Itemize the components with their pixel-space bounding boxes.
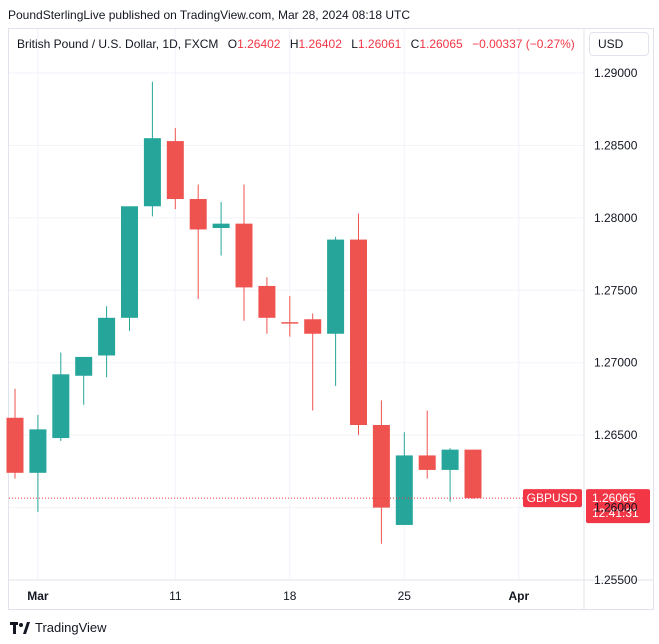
legend-high-key: H — [289, 37, 299, 51]
axis-lines — [9, 29, 653, 609]
candle-body — [166, 141, 184, 200]
candle-body — [327, 239, 345, 334]
candle — [52, 352, 70, 441]
candle — [327, 236, 345, 386]
chart-frame — [8, 28, 654, 610]
symbol-label: GBPUSD — [527, 491, 578, 505]
candle-body — [75, 356, 93, 376]
last-price-label: 1.26065 — [592, 491, 636, 505]
legend-close-value: 1.26065 — [419, 37, 463, 51]
candle-body — [143, 138, 161, 207]
candle — [212, 201, 230, 256]
grid-lines — [9, 29, 584, 581]
candle — [395, 432, 413, 525]
candle-body — [304, 319, 322, 334]
y-tick-label: 1.26000 — [594, 501, 638, 515]
candle — [281, 296, 299, 337]
candle-body — [418, 455, 436, 470]
x-tick-label: 18 — [283, 589, 297, 603]
candle-body — [372, 425, 390, 508]
attribution-text: PoundSterlingLive published on TradingVi… — [8, 8, 411, 22]
candle — [121, 206, 138, 331]
x-axis-ticks: Mar 11 18 25 Apr — [27, 589, 529, 603]
candle-body — [350, 239, 367, 426]
candle — [441, 448, 459, 502]
countdown-label: 12:41:31 — [592, 506, 639, 520]
candle-body — [52, 374, 70, 439]
tradingview-logo-icon — [10, 621, 30, 634]
candle-body — [395, 455, 413, 525]
candle-body — [6, 417, 24, 473]
candle-body — [121, 206, 138, 318]
candle — [258, 277, 276, 334]
candle — [166, 128, 184, 210]
candles — [6, 81, 482, 544]
chart-legend: British Pound / U.S. Dollar, 1D, FXCM O1… — [17, 37, 575, 51]
legend-high-value: 1.26402 — [298, 37, 342, 51]
candle-body — [235, 223, 253, 288]
candle — [189, 184, 207, 299]
candle-body — [441, 449, 459, 470]
legend-symbol: British Pound / U.S. Dollar, 1D, FXCM — [17, 37, 219, 51]
legend-close-key: C — [410, 37, 420, 51]
candle-body — [29, 429, 47, 473]
legend-open-value: 1.26402 — [237, 37, 281, 51]
candle — [75, 356, 93, 405]
footer-brand-label: TradingView — [35, 620, 107, 635]
candle — [372, 400, 390, 544]
currency-button[interactable]: USD — [589, 32, 649, 56]
y-tick-label: 1.28500 — [594, 138, 638, 152]
y-axis-ticks: 1.29000 1.28500 1.28000 1.27500 1.27000 1.265… — [594, 66, 638, 587]
candle-body — [281, 322, 299, 324]
candle — [418, 410, 436, 479]
candle — [350, 213, 367, 436]
candle-body — [212, 223, 230, 229]
candle — [6, 388, 24, 479]
y-tick-label: 1.27500 — [594, 283, 638, 297]
y-tick-label: 1.26500 — [594, 428, 638, 442]
y-tick-label: 1.25500 — [594, 573, 638, 587]
candle — [98, 306, 116, 378]
candle — [304, 313, 322, 411]
legend-change-value: −0.00337 (−0.27%) — [472, 37, 575, 51]
candle-body — [189, 199, 207, 230]
candle-body — [98, 317, 116, 356]
candle — [29, 414, 47, 512]
candle — [143, 81, 161, 217]
y-tick-label: 1.27000 — [594, 356, 638, 370]
candle — [235, 184, 253, 321]
x-tick-label: Mar — [27, 589, 49, 603]
x-tick-label: 25 — [398, 589, 412, 603]
symbol-label-bg — [523, 489, 582, 508]
x-tick-label: 11 — [169, 589, 182, 603]
footer-brand[interactable]: TradingView — [10, 620, 107, 635]
x-tick-label: Apr — [508, 589, 529, 603]
legend-low-value: 1.26061 — [357, 37, 402, 51]
candle — [464, 449, 482, 499]
price-label-bg — [586, 489, 650, 524]
candle-body — [464, 449, 482, 499]
y-tick-label: 1.28000 — [594, 211, 638, 225]
legend-open-key: O — [227, 37, 238, 51]
legend-low-key: L — [351, 37, 358, 51]
y-tick-label: 1.29000 — [594, 66, 638, 80]
candle-body — [258, 285, 276, 318]
